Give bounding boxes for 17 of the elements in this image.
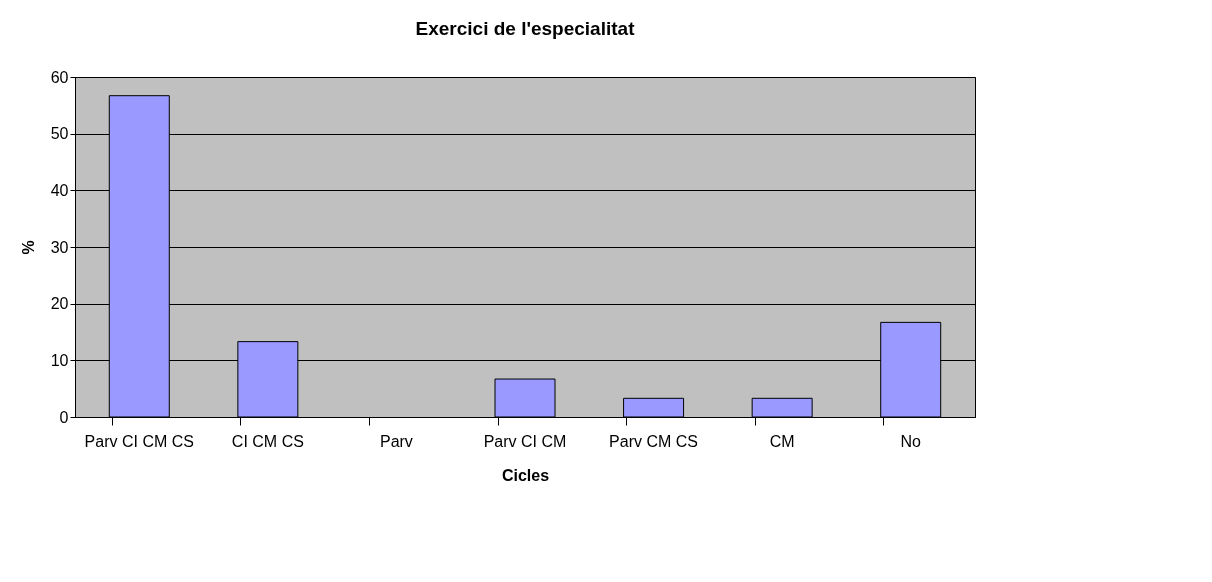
x-tick-label: CM	[769, 432, 795, 450]
y-tick-label: 20	[50, 295, 69, 313]
y-tick-label: 30	[50, 238, 69, 256]
x-tick-label: Parv CI CM CS	[84, 432, 194, 450]
x-tick-label: Parv CM CS	[609, 432, 699, 450]
y-tick-label: 10	[50, 351, 69, 369]
y-tick-label: 40	[50, 181, 69, 199]
x-tick-label: Parv	[379, 432, 413, 450]
y-tick-label: 0	[59, 408, 69, 426]
y-axis-title: %	[19, 240, 37, 255]
chart-title: Exercici de l'especialitat	[415, 18, 636, 39]
x-tick-label: No	[900, 432, 922, 450]
y-tick-label: 60	[50, 68, 69, 86]
y-tick-label: 50	[50, 125, 69, 143]
x-axis-title: Cicles	[501, 466, 550, 484]
x-tick-label: CI CM CS	[231, 432, 304, 450]
x-tick-label: Parv CI CM	[483, 432, 567, 450]
